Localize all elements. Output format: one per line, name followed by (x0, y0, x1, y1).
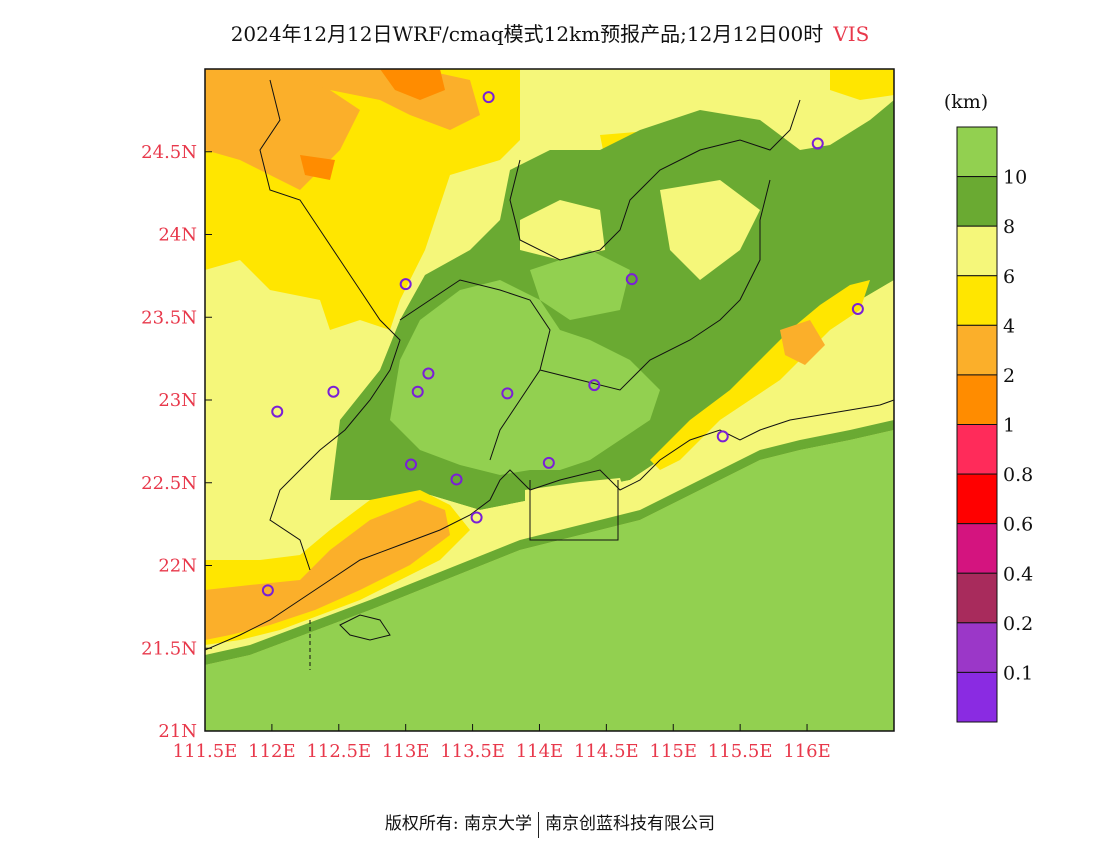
colorbar-level-label: 0.2 (1003, 613, 1033, 635)
station-marker (327, 385, 340, 398)
station-marker (399, 278, 412, 291)
city-border-1 (399, 279, 551, 461)
lat-tick-label: 24N (158, 225, 197, 246)
longitude-axis: 111.5E 112E 112.5E 113E 113.5E 114E 114.5E 115E… (173, 724, 831, 762)
lon-tick-label: 112.5E (306, 741, 371, 762)
station-marker (542, 456, 555, 469)
footer-separator (538, 811, 540, 838)
lon-tick-label: 111.5E (173, 741, 238, 762)
station-marker (405, 458, 418, 471)
copyright-right: 南京创蓝科技有限公司 (545, 814, 716, 834)
vis-6-8-inner (660, 180, 760, 280)
vis-10-inland2 (530, 250, 630, 320)
colorbar-unit: (km) (944, 91, 988, 113)
lon-tick-label: 113E (382, 741, 430, 762)
colorbar-level-label: 6 (1003, 266, 1015, 288)
vis-6-8-north-gap (520, 69, 610, 130)
lon-tick-label: 115.5E (708, 741, 773, 762)
station-marker (450, 473, 463, 486)
colorbar-level-label: 0.1 (1003, 662, 1033, 684)
station-marker (482, 91, 495, 104)
station-marker (422, 367, 435, 380)
map-title: 2024年12月12日WRF/cmaq模式12km预报产品;12月12日00时 V… (0, 18, 1100, 47)
copyright-footer: 版权所有: 南京大学 南京创蓝科技有限公司 (0, 809, 1100, 838)
lat-tick-label: 22.5N (141, 473, 197, 494)
lat-tick-label: 23.5N (141, 307, 197, 328)
lon-tick-label: 114.5E (574, 741, 639, 762)
colorbar-level-label: 1 (1003, 415, 1015, 437)
colorbar-level-label: 10 (1003, 167, 1027, 189)
lat-tick-label: 21.5N (141, 638, 197, 659)
vis-4-6-northeast-corner (830, 69, 894, 100)
station-marker (588, 379, 601, 392)
vis-2-4-coastal-east (780, 320, 825, 365)
colorbar-level-label: 0.6 (1003, 514, 1033, 536)
colorbar-level-label: 8 (1003, 216, 1015, 238)
lat-tick-label: 23N (158, 390, 197, 411)
colorbar-segment (956, 176, 998, 227)
station-marker (411, 385, 424, 398)
station-marker (811, 137, 824, 150)
hongkong-border (529, 480, 619, 541)
station-marker (716, 430, 729, 443)
colorbar-segment (956, 473, 998, 525)
lon-tick-label: 116E (783, 741, 831, 762)
station-marker (271, 405, 284, 418)
colorbar-segment (956, 671, 998, 723)
colorbar-level-label: 0.4 (1003, 563, 1033, 585)
province-border-west (259, 79, 401, 571)
island (339, 614, 391, 641)
lon-tick-label: 112E (248, 741, 296, 762)
colorbar-segment (956, 622, 998, 673)
station-marker (470, 511, 483, 524)
vis-4-6-coastal-east (650, 280, 870, 470)
vis-1-2-north (380, 69, 445, 100)
station-marker (501, 387, 514, 400)
colorbar-level-label: 2 (1003, 365, 1015, 387)
lon-tick-label: 114E (516, 741, 564, 762)
station-marker (625, 273, 638, 286)
lat-tick-label: 22N (158, 556, 197, 577)
colorbar-segment (956, 572, 998, 624)
lat-tick-label: 21N (158, 721, 197, 742)
colorbar-segment (956, 424, 998, 475)
colorbar-level-label: 0.8 (1003, 464, 1033, 486)
province-border-north (509, 99, 801, 261)
vis-8-10-coastal-strip (205, 420, 894, 665)
coastline (205, 399, 894, 651)
visibility-colorbar: (km) 10 8 6 4 2 1 0.8 0.6 0.4 0.2 0.1 (944, 91, 1033, 723)
latitude-axis: 21N 21.5N 22N 22.5N 23N 23.5N 24N 24.5N (141, 142, 212, 742)
colorbar-segment (956, 523, 998, 574)
colorbar-segment (956, 225, 998, 277)
lat-tick-label: 24.5N (141, 142, 197, 163)
vis-2-4-coastal-west (205, 500, 450, 640)
colorbar-level-label: 4 (1003, 315, 1015, 337)
colorbar-segment (956, 126, 998, 178)
vis-10-sea (205, 430, 894, 731)
vis-10-inland (390, 280, 660, 475)
colorbar-segment (956, 374, 998, 425)
station-marker (851, 302, 864, 315)
lon-tick-label: 113.5E (440, 741, 505, 762)
station-markers (261, 91, 864, 597)
variable-name: VIS (833, 22, 870, 46)
station-marker (261, 584, 274, 597)
vis-1-2-spot (300, 155, 335, 180)
colorbar-segment (956, 275, 998, 326)
map-title-text: 2024年12月12日WRF/cmaq模式12km预报产品;12月12日00时 (230, 22, 824, 46)
lon-tick-label: 115E (650, 741, 698, 762)
vis-6-8-inner2 (520, 200, 605, 260)
visibility-field (205, 69, 894, 731)
copyright-left: 版权所有: 南京大学 (384, 814, 533, 834)
colorbar-segment (956, 324, 998, 376)
